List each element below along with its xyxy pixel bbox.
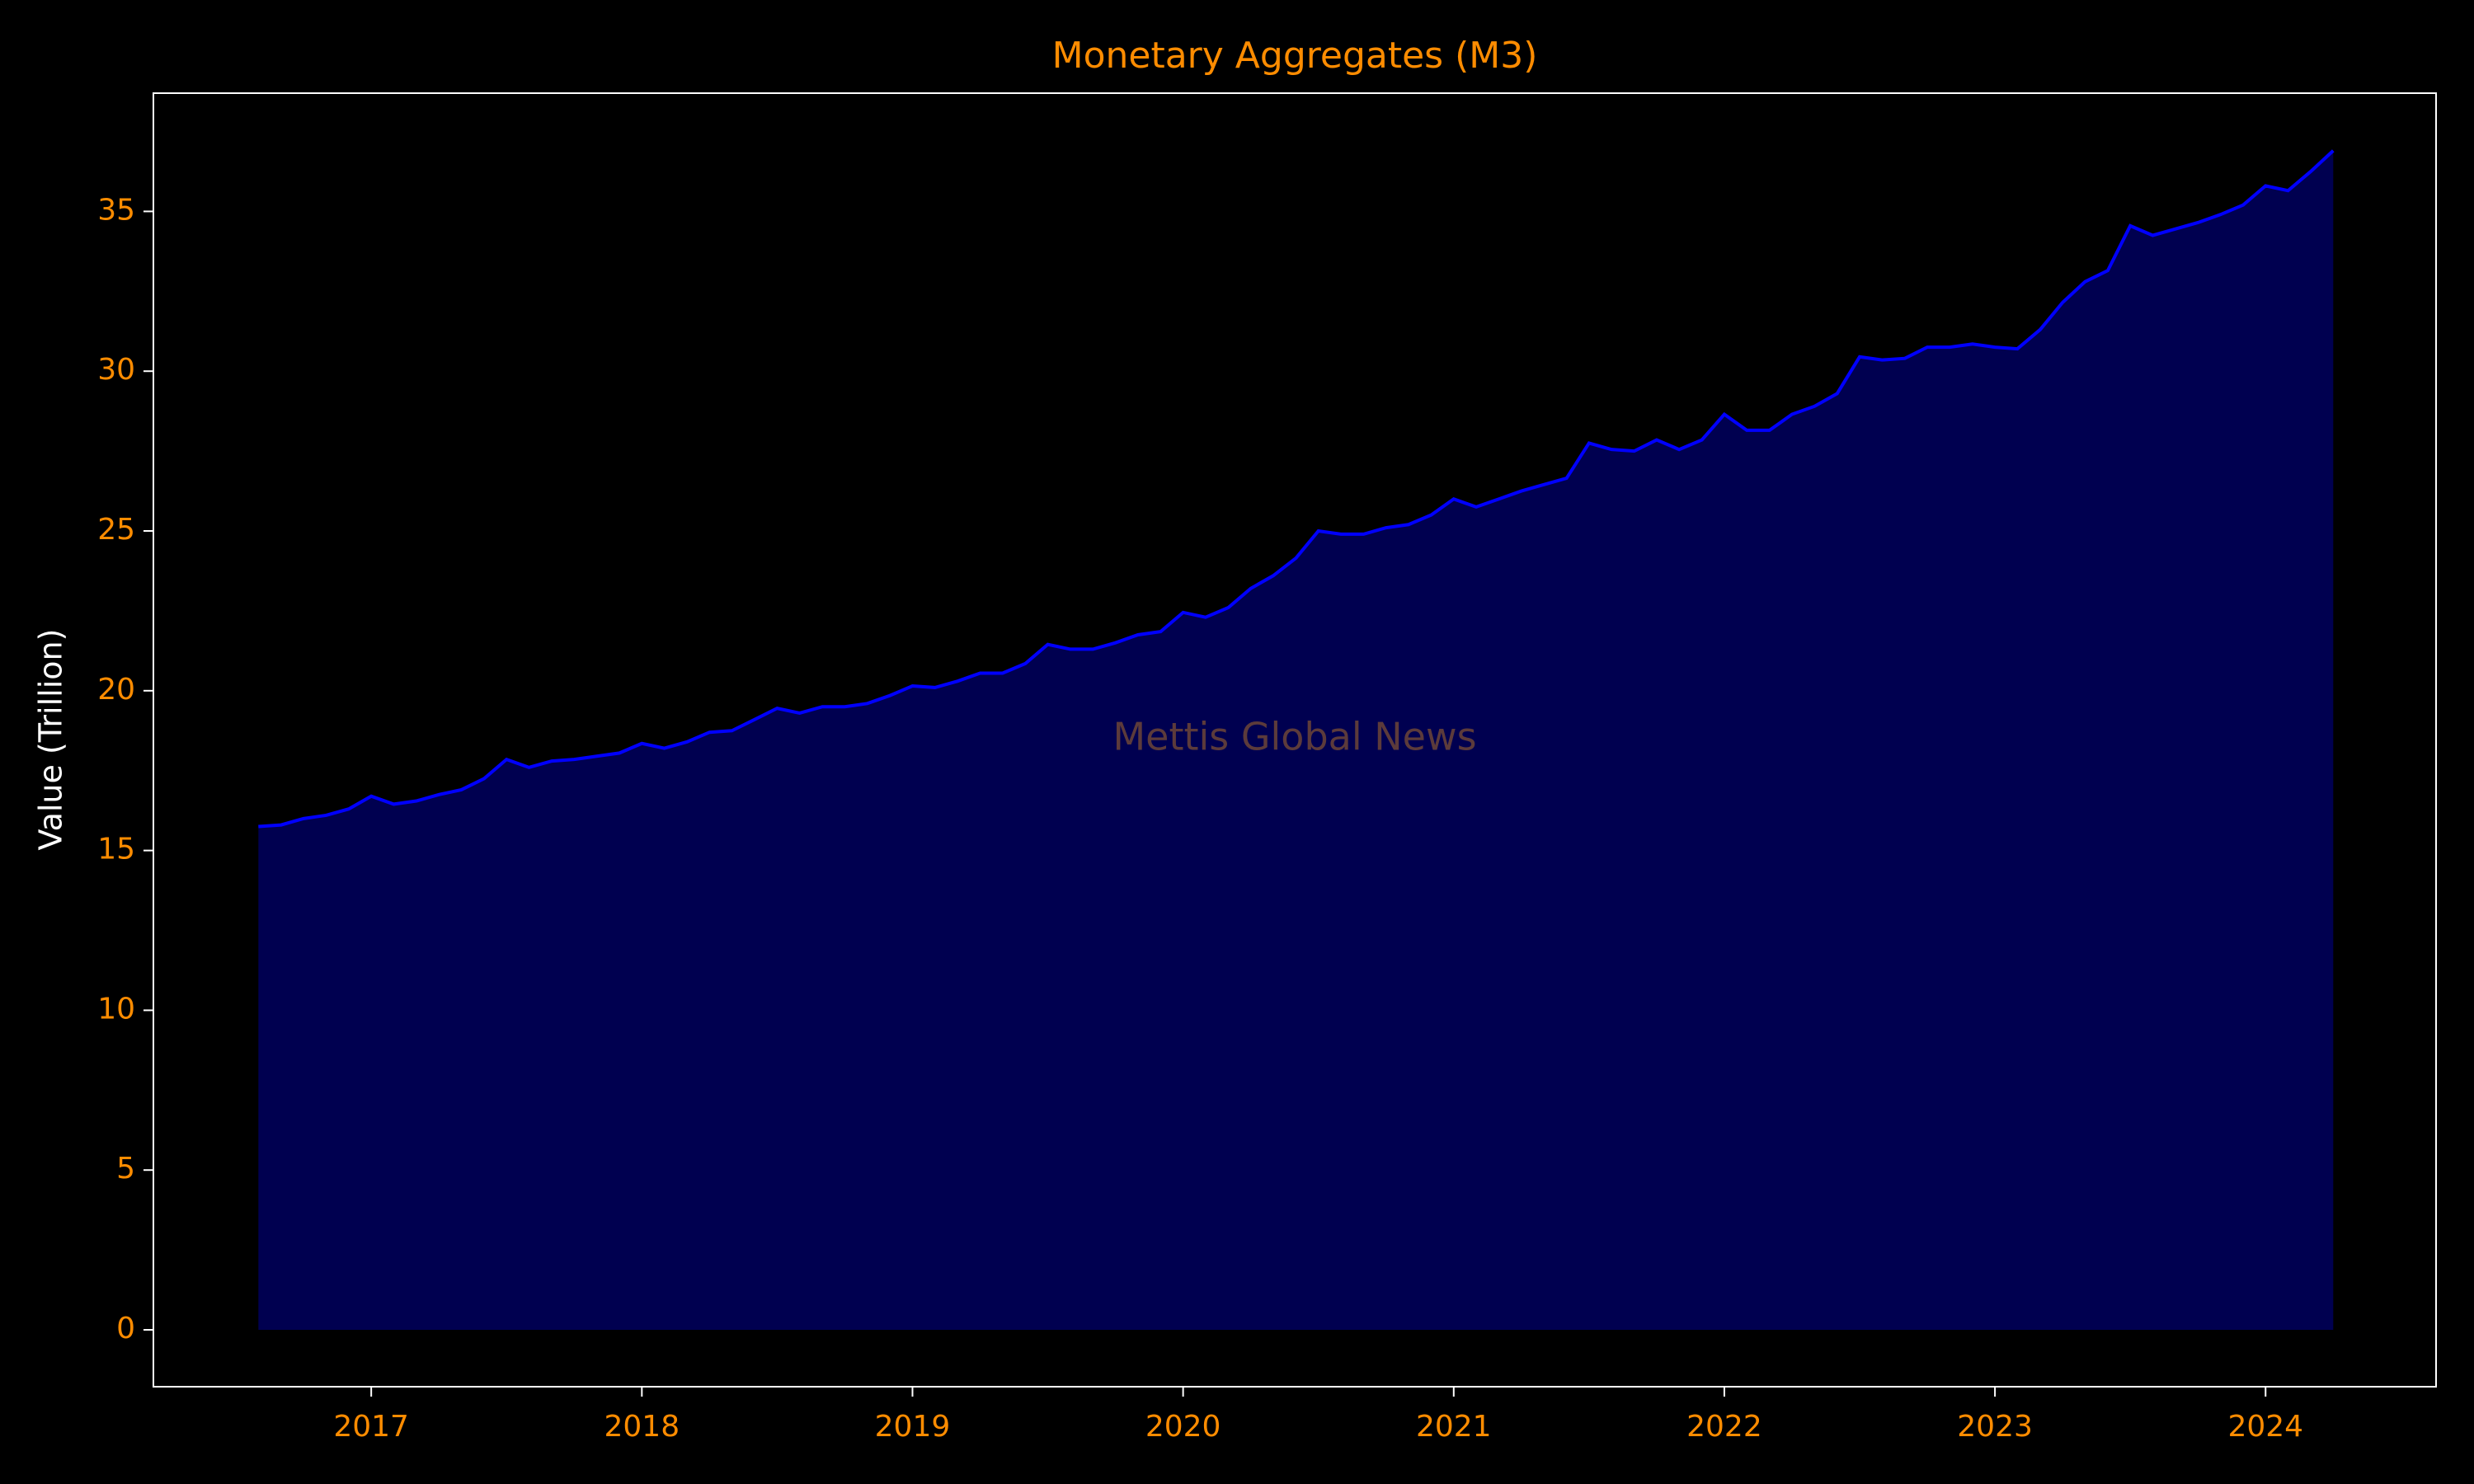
y-tick-label: 35 [97, 193, 135, 227]
y-tick-label: 0 [116, 1312, 135, 1345]
y-tick-label: 30 [97, 353, 135, 387]
x-tick-label: 2021 [1416, 1410, 1492, 1444]
y-tick-label: 5 [116, 1152, 135, 1186]
x-tick-label: 2020 [1145, 1410, 1221, 1444]
y-tick-label: 10 [97, 992, 135, 1026]
line [258, 149, 2335, 829]
x-tick-label: 2022 [1686, 1410, 1762, 1444]
x-tick-label: 2017 [333, 1410, 409, 1444]
area-fill [258, 150, 2334, 1331]
y-axis-label: Value (Trillion) [33, 629, 69, 851]
y-tick-label: 25 [97, 513, 135, 547]
y-tick-label: 20 [97, 673, 135, 707]
x-tick-label: 2023 [1957, 1410, 2033, 1444]
x-tick-label: 2018 [604, 1410, 680, 1444]
y-tick-label: 15 [97, 833, 135, 866]
chart-title: Monetary Aggregates (M3) [1052, 35, 1538, 77]
x-tick-label: 2019 [875, 1410, 951, 1444]
watermark: Mettis Global News [1112, 715, 1476, 759]
x-tick-label: 2024 [2227, 1410, 2303, 1444]
plot-frame [153, 92, 2437, 1388]
